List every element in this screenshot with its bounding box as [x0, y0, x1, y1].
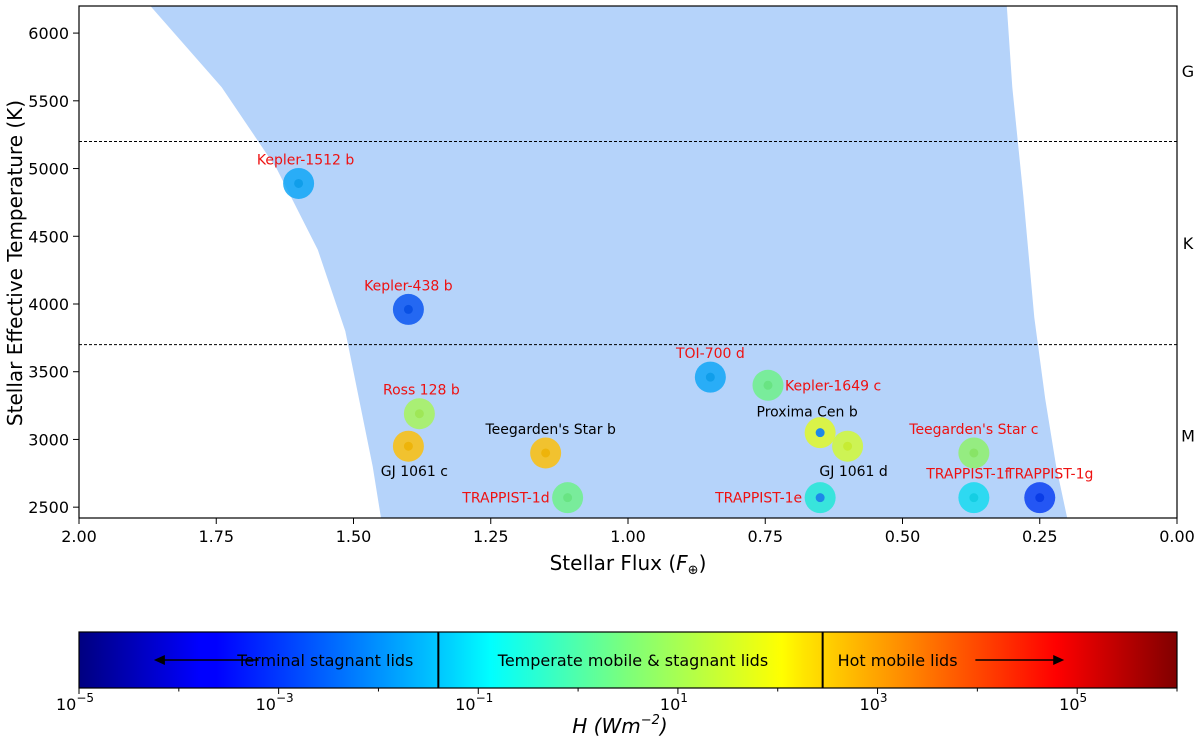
- x-tick-label: 0.50: [885, 527, 921, 546]
- colorbar-ticks: 10−5 10−3 10−1 101 103 105: [56, 688, 1178, 714]
- planet-markers: [283, 167, 1056, 514]
- x-tick-label: 1.25: [473, 527, 509, 546]
- colorbar-title: H (Wm−2): [572, 713, 667, 738]
- planet-core: [541, 448, 551, 458]
- colorbar-dividers: [437, 632, 824, 688]
- habitable-zone-band: [150, 6, 1068, 518]
- planet-core: [414, 409, 424, 419]
- planet-core: [815, 428, 825, 438]
- planet-label-gj-1061-c: GJ 1061 c: [381, 464, 448, 480]
- colorbar-region-label: Hot mobile lids: [838, 651, 958, 670]
- colorbar-regions: Terminal stagnant lids Temperate mobile &…: [153, 651, 1065, 670]
- colorbar-tick-label: 103: [860, 691, 888, 714]
- planet-core: [563, 493, 573, 503]
- planet-label-toi-700-d: TOI-700 d: [675, 346, 745, 362]
- planet-marker-trappist-1g: [1024, 482, 1056, 514]
- y-tick-label: 5000: [28, 160, 69, 179]
- y-tick-label: 4000: [28, 295, 69, 314]
- y-tick-label: 4500: [28, 227, 69, 246]
- colorbar-tick-label: 101: [660, 691, 688, 714]
- planet-marker-kepler-1512-b: [283, 167, 315, 199]
- spectral-label-g: G: [1182, 62, 1194, 81]
- x-axis-title: Stellar Flux (F⊕): [550, 551, 707, 578]
- x-axis: 2.00 1.75 1.50 1.25 1.00 0.75 0.50 0.25 0.00: [61, 518, 1195, 546]
- x-tick-label: 1.00: [610, 527, 646, 546]
- colorbar-region-label: Terminal stagnant lids: [236, 651, 413, 670]
- planet-marker-toi-700-d: [694, 361, 726, 393]
- planet-core: [843, 441, 853, 451]
- y-axis: 2500 3000 3500 4000 4500 5000 5500 6000: [28, 24, 79, 517]
- x-tick-label: 0.25: [1022, 527, 1058, 546]
- x-tick-label: 1.50: [336, 527, 372, 546]
- planet-label-teegarden-s-star-c: Teegarden's Star c: [908, 422, 1038, 438]
- spectral-label-k: K: [1183, 234, 1194, 253]
- planet-core: [1035, 493, 1045, 503]
- x-tick-label: 2.00: [61, 527, 97, 546]
- planet-label-trappist-1d: TRAPPIST-1d: [461, 491, 549, 507]
- planet-marker-kepler-438-b: [392, 293, 424, 325]
- planet-core: [705, 372, 715, 382]
- planet-label-gj-1061-d: GJ 1061 d: [819, 464, 887, 480]
- spectral-type-labels: G K M: [1181, 62, 1195, 445]
- colorbar-tick-label: 105: [1059, 691, 1087, 714]
- planet-labels: Kepler-1512 b Kepler-438 b Ross 128 b GJ 10…: [257, 152, 1093, 506]
- planet-marker-trappist-1d: [552, 482, 584, 514]
- planet-core: [763, 380, 773, 390]
- left-arrow-head: [153, 655, 165, 665]
- planet-label-kepler-1649-c: Kepler-1649 c: [785, 378, 881, 394]
- x-tick-label: 0.00: [1159, 527, 1195, 546]
- planet-core: [403, 441, 413, 451]
- y-tick-label: 5500: [28, 92, 69, 111]
- planet-core: [403, 304, 413, 314]
- planet-marker-teegarden-s-star-c: [958, 437, 990, 469]
- y-axis-title: Stellar Effective Temperature (K): [3, 100, 27, 426]
- y-tick-label: 3500: [28, 363, 69, 382]
- y-tick-label: 6000: [28, 24, 69, 43]
- planet-label-ross-128-b: Ross 128 b: [383, 383, 460, 399]
- planet-marker-kepler-1649-c: [752, 369, 784, 401]
- x-tick-label: 1.75: [198, 527, 234, 546]
- planet-marker-proxima-cen-b: [804, 417, 836, 449]
- planet-core: [969, 493, 979, 503]
- planet-label-proxima-cen-b: Proxima Cen b: [757, 405, 858, 421]
- plot-area: Kepler-1512 b Kepler-438 b Ross 128 b GJ 10…: [78, 5, 1178, 519]
- planet-label-kepler-438-b: Kepler-438 b: [364, 278, 453, 294]
- spectral-label-m: M: [1181, 426, 1195, 445]
- colorbar-tick-label: 10−1: [455, 691, 493, 714]
- x-tick-label: 0.75: [747, 527, 783, 546]
- planet-label-kepler-1512-b: Kepler-1512 b: [257, 152, 354, 168]
- y-tick-label: 3000: [28, 430, 69, 449]
- colorbar-tick-label: 10−5: [56, 691, 94, 714]
- colorbar-tick-label: 10−3: [256, 691, 294, 714]
- planet-marker-gj-1061-d: [832, 430, 864, 462]
- planet-label-trappist-1g: TRAPPIST-1g: [1005, 467, 1093, 483]
- planet-marker-gj-1061-c: [392, 430, 424, 462]
- colorbar: Terminal stagnant lids Temperate mobile &…: [56, 631, 1178, 738]
- colorbar-region-label: Temperate mobile & stagnant lids: [497, 651, 768, 670]
- right-arrow-head: [1053, 655, 1065, 665]
- planet-core: [294, 178, 304, 188]
- planet-label-teegarden-s-star-b: Teegarden's Star b: [484, 422, 616, 438]
- planet-marker-trappist-1e: [804, 482, 836, 514]
- planet-marker-teegarden-s-star-b: [530, 437, 562, 469]
- planet-core: [969, 448, 979, 458]
- colorbar-frame: [78, 631, 1178, 689]
- y-tick-label: 2500: [28, 498, 69, 517]
- planet-label-trappist-1e: TRAPPIST-1e: [714, 491, 802, 507]
- planet-core: [815, 493, 825, 503]
- planet-marker-trappist-1f: [958, 482, 990, 514]
- planet-marker-ross-128-b: [403, 398, 435, 430]
- planet-label-trappist-1f: TRAPPIST-1f: [925, 467, 1010, 483]
